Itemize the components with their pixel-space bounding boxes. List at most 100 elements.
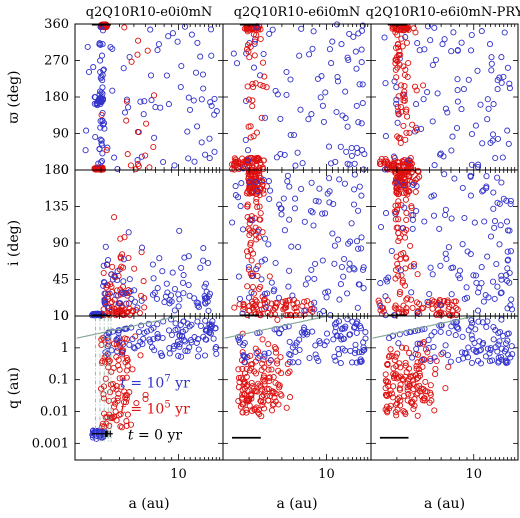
data-point <box>482 353 489 360</box>
data-point <box>244 283 251 290</box>
data-point <box>272 345 279 352</box>
data-point <box>325 288 332 295</box>
data-point <box>431 24 438 31</box>
data-point <box>422 378 429 385</box>
data-point <box>114 335 121 342</box>
data-point <box>502 340 510 347</box>
data-point <box>103 147 110 154</box>
data-point <box>261 256 269 263</box>
data-point <box>396 159 403 166</box>
data-point <box>253 195 260 202</box>
data-point <box>274 316 281 323</box>
data-point <box>296 52 303 59</box>
data-point <box>250 31 257 38</box>
data-point <box>296 336 303 343</box>
data-point <box>118 383 125 390</box>
data-point <box>444 109 451 116</box>
data-point <box>388 247 395 255</box>
data-point <box>413 87 420 94</box>
data-point <box>400 302 407 309</box>
data-point <box>185 155 192 162</box>
data-point <box>477 101 484 108</box>
data-point <box>102 243 109 250</box>
data-point <box>409 354 416 361</box>
data-point <box>185 253 192 260</box>
data-point <box>114 268 121 275</box>
data-point <box>236 333 244 340</box>
data-point <box>151 289 158 296</box>
data-point <box>359 146 366 154</box>
data-point <box>96 145 103 152</box>
data-point <box>467 250 474 258</box>
data-point <box>138 322 145 329</box>
data-point <box>135 129 142 136</box>
data-point <box>409 181 416 188</box>
data-point <box>421 325 428 332</box>
data-point <box>100 391 107 398</box>
column-title: q2Q10R10-e0i0mN <box>86 5 213 20</box>
data-point <box>256 203 263 210</box>
data-point <box>109 45 116 52</box>
data-point <box>122 399 129 406</box>
data-point <box>240 352 247 359</box>
data-point <box>474 67 481 74</box>
data-point <box>138 153 145 160</box>
data-point <box>134 51 141 58</box>
data-point <box>386 352 393 359</box>
data-point <box>385 274 392 281</box>
data-point <box>253 178 260 186</box>
data-point <box>401 83 408 90</box>
data-point <box>422 346 429 353</box>
data-point <box>484 318 491 325</box>
x-tick-label: 10 <box>318 467 335 482</box>
data-point <box>182 338 189 345</box>
data-point <box>266 195 273 203</box>
data-point <box>394 176 401 183</box>
data-point <box>260 157 267 164</box>
data-point <box>431 407 438 414</box>
data-point <box>382 406 389 413</box>
data-point <box>254 187 261 194</box>
data-point <box>394 119 401 126</box>
y-tick-label: 135 <box>44 200 69 215</box>
data-point <box>257 283 264 290</box>
data-point <box>245 294 253 301</box>
data-point <box>298 185 305 193</box>
data-point <box>346 260 353 267</box>
data-point <box>100 66 107 73</box>
data-point <box>284 178 291 185</box>
data-point <box>98 385 105 392</box>
data-point <box>176 227 183 234</box>
data-point <box>265 178 272 185</box>
data-point <box>266 273 273 280</box>
data-point <box>171 307 178 314</box>
data-point <box>362 329 369 336</box>
y-tick-label: 10 <box>52 309 69 324</box>
data-point <box>436 225 443 232</box>
data-point <box>413 182 420 190</box>
data-point <box>280 195 287 202</box>
data-point <box>441 171 448 178</box>
data-point <box>396 291 403 298</box>
data-point <box>278 211 285 218</box>
data-point <box>400 250 407 257</box>
data-point <box>468 359 476 366</box>
data-point <box>205 259 212 267</box>
data-point <box>272 300 279 307</box>
data-point <box>330 200 337 208</box>
data-point <box>394 41 401 48</box>
data-point <box>472 122 479 129</box>
data-point <box>454 87 461 94</box>
data-point <box>444 352 451 359</box>
data-point <box>398 35 405 42</box>
data-point <box>410 405 417 413</box>
data-point <box>110 364 117 372</box>
data-point <box>169 269 176 276</box>
data-point <box>353 102 360 109</box>
data-point <box>424 89 431 96</box>
data-point <box>426 399 433 406</box>
data-point <box>259 336 266 343</box>
data-point <box>190 97 197 104</box>
data-point <box>311 275 318 282</box>
data-point <box>448 264 455 272</box>
